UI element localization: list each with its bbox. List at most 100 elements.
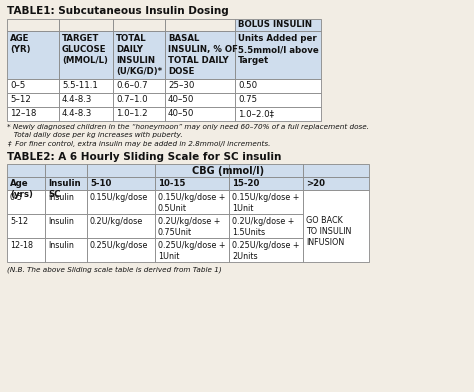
Bar [303, 190, 369, 262]
Bar [7, 177, 45, 190]
Bar [7, 93, 59, 107]
Text: * Newly diagnosed children in the “honeymoon” may only need 60–70% of a full rep: * Newly diagnosed children in the “honey… [7, 124, 369, 130]
Bar [45, 238, 87, 262]
Text: 0.75: 0.75 [238, 95, 257, 104]
Bar [59, 31, 113, 79]
Text: GO BACK
TO INSULIN
INFUSION: GO BACK TO INSULIN INFUSION [306, 216, 351, 247]
Bar [45, 164, 87, 177]
Bar [59, 79, 113, 93]
Text: 0.7–1.0: 0.7–1.0 [116, 95, 147, 104]
Bar [59, 107, 113, 121]
Text: (N.B. The above Sliding scale table is derived from Table 1): (N.B. The above Sliding scale table is d… [7, 266, 222, 272]
Text: ‡  For finer control, extra insulin may be added in 2.8mmol/l increments.: ‡ For finer control, extra insulin may b… [7, 141, 270, 147]
Text: 25–30: 25–30 [168, 81, 194, 90]
Text: 4.4-8.3: 4.4-8.3 [62, 95, 92, 104]
Text: Total daily dose per kg increases with puberty.: Total daily dose per kg increases with p… [7, 132, 182, 138]
Text: 0.2U/kg/dose: 0.2U/kg/dose [90, 217, 143, 226]
Text: CBG (mmol/l): CBG (mmol/l) [192, 166, 264, 176]
Bar [45, 214, 87, 238]
Bar [113, 107, 165, 121]
Text: TABLE2: A 6 Hourly Sliding Scale for SC insulin: TABLE2: A 6 Hourly Sliding Scale for SC … [7, 152, 282, 162]
Text: TOTAL
DAILY
INSULIN
(U/KG/D)*: TOTAL DAILY INSULIN (U/KG/D)* [116, 34, 162, 76]
Bar [165, 79, 235, 93]
Bar [7, 79, 59, 93]
Text: AGE
(YR): AGE (YR) [10, 34, 30, 54]
Bar [113, 93, 165, 107]
Text: 1.0–1.2: 1.0–1.2 [116, 109, 147, 118]
Text: 40–50: 40–50 [168, 95, 194, 104]
Text: Insulin: Insulin [48, 193, 74, 202]
Bar [235, 107, 321, 121]
Bar [235, 79, 321, 93]
Bar [59, 93, 113, 107]
Text: 0.25U/kg/dose: 0.25U/kg/dose [90, 241, 148, 250]
Text: 0.25U/kg/dose +
1Unit: 0.25U/kg/dose + 1Unit [158, 241, 226, 261]
Bar [229, 177, 303, 190]
Bar [7, 31, 59, 79]
Text: Insulin: Insulin [48, 241, 74, 250]
Bar [155, 177, 229, 190]
Bar [165, 93, 235, 107]
Bar [155, 238, 229, 262]
Bar [229, 238, 303, 262]
Bar [155, 190, 229, 214]
Bar [113, 31, 165, 79]
Text: 0.25U/kg/dose +
2Units: 0.25U/kg/dose + 2Units [232, 241, 300, 261]
Text: 1.0–2.0‡: 1.0–2.0‡ [238, 109, 274, 118]
Bar [235, 19, 321, 31]
Text: 12-18: 12-18 [10, 241, 33, 250]
Text: TABLE1: Subcutaneous Insulin Dosing: TABLE1: Subcutaneous Insulin Dosing [7, 6, 229, 16]
Text: 0.15U/kg/dose +
0.5Unit: 0.15U/kg/dose + 0.5Unit [158, 193, 225, 213]
Bar [165, 31, 235, 79]
Bar [165, 107, 235, 121]
Text: 0-5: 0-5 [10, 193, 23, 202]
Bar [303, 177, 369, 190]
Text: 0.15U/kg/dose: 0.15U/kg/dose [90, 193, 148, 202]
Text: 0–5: 0–5 [10, 81, 26, 90]
Bar [87, 214, 155, 238]
Bar [87, 164, 155, 177]
Bar [155, 214, 229, 238]
Bar [229, 164, 303, 177]
Text: 10-15: 10-15 [158, 179, 185, 188]
Bar [229, 190, 303, 214]
Bar [165, 19, 235, 31]
Text: 0.2U/kg/dose +
0.75Unit: 0.2U/kg/dose + 0.75Unit [158, 217, 220, 237]
Bar [229, 214, 303, 238]
Bar [7, 107, 59, 121]
Bar [7, 214, 45, 238]
Text: Age
(yrs): Age (yrs) [10, 179, 33, 199]
Text: 40–50: 40–50 [168, 109, 194, 118]
Text: 0.6–0.7: 0.6–0.7 [116, 81, 147, 90]
Text: 0.15U/kg/dose +
1Unit: 0.15U/kg/dose + 1Unit [232, 193, 300, 213]
Bar [113, 19, 165, 31]
Bar [235, 93, 321, 107]
Bar [87, 177, 155, 190]
Text: TARGET
GLUCOSE
(MMOL/L): TARGET GLUCOSE (MMOL/L) [62, 34, 108, 65]
Text: 5-10: 5-10 [90, 179, 111, 188]
Bar [7, 19, 59, 31]
Bar [7, 164, 45, 177]
Text: 5–12: 5–12 [10, 95, 31, 104]
Text: 5-12: 5-12 [10, 217, 28, 226]
Text: Units Added per
5.5mmol/l above
Target: Units Added per 5.5mmol/l above Target [238, 34, 319, 65]
Bar [59, 19, 113, 31]
Bar [113, 79, 165, 93]
Text: Insulin
SC: Insulin SC [48, 179, 81, 199]
Bar [87, 238, 155, 262]
Bar [7, 238, 45, 262]
Text: >20: >20 [306, 179, 325, 188]
Text: 4.4-8.3: 4.4-8.3 [62, 109, 92, 118]
Text: BASAL
INSULIN, % OF
TOTAL DAILY
DOSE: BASAL INSULIN, % OF TOTAL DAILY DOSE [168, 34, 238, 76]
Text: 5.5-11.1: 5.5-11.1 [62, 81, 98, 90]
Bar [45, 190, 87, 214]
Text: 0.50: 0.50 [238, 81, 257, 90]
Bar [87, 190, 155, 214]
Bar [45, 177, 87, 190]
Text: BOLUS INSULIN: BOLUS INSULIN [238, 20, 312, 29]
Bar [235, 31, 321, 79]
Text: 15-20: 15-20 [232, 179, 259, 188]
Text: 12–18: 12–18 [10, 109, 36, 118]
Bar [7, 190, 45, 214]
Text: 0.2U/kg/dose +
1.5Units: 0.2U/kg/dose + 1.5Units [232, 217, 294, 237]
